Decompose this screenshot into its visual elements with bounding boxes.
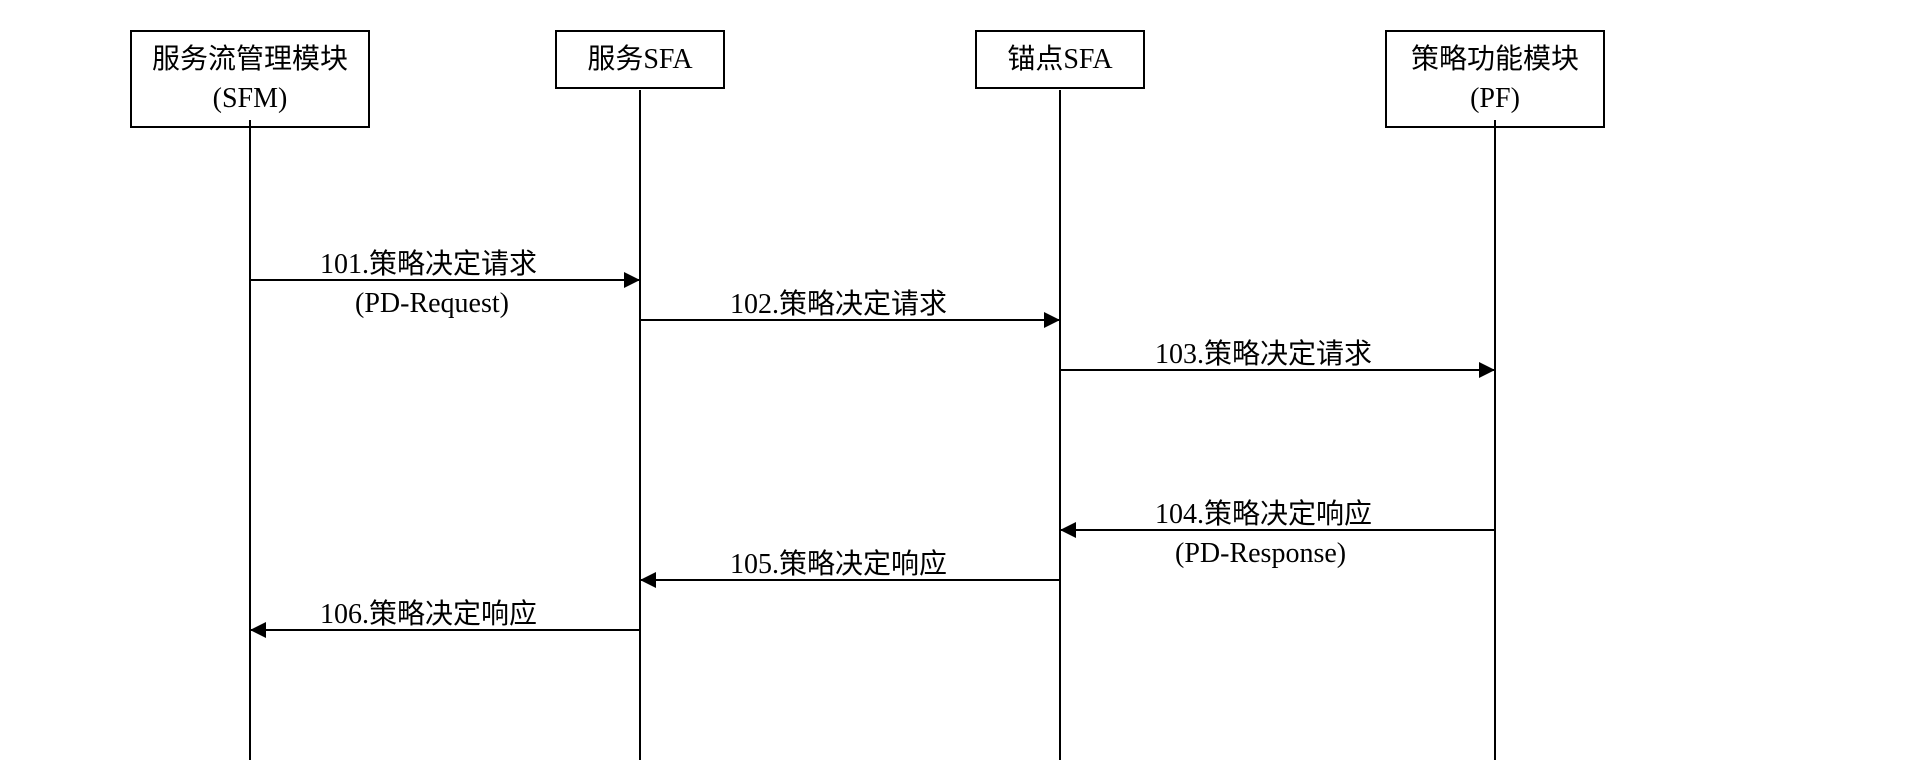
arrow-right-icon <box>624 272 640 288</box>
lifeline-title: 策略功能模块 <box>1403 40 1587 79</box>
arrow-left-icon <box>250 622 266 638</box>
lifeline-line-anchor-sfa <box>1059 90 1061 760</box>
arrow-left-icon <box>640 572 656 588</box>
lifeline-line-pf <box>1494 120 1496 760</box>
message-label: 103.策略决定请求 <box>1155 332 1372 372</box>
arrow-right-icon <box>1044 312 1060 328</box>
message-label: 105.策略决定响应 <box>730 542 947 582</box>
lifeline-subtitle: (PF) <box>1403 79 1587 118</box>
lifeline-line-sfm <box>249 120 251 760</box>
arrow-left-icon <box>1060 522 1076 538</box>
lifeline-line-service-sfa <box>639 90 641 760</box>
lifeline-title: 服务流管理模块 <box>148 40 352 79</box>
lifeline-box-service-sfa: 服务SFA <box>555 30 725 89</box>
lifeline-title: 服务SFA <box>573 40 707 79</box>
message-label: 101.策略决定请求 <box>320 242 537 282</box>
lifeline-title: 锚点SFA <box>993 40 1127 79</box>
message-sublabel: (PD-Response) <box>1175 538 1346 570</box>
lifeline-box-pf: 策略功能模块(PF) <box>1385 30 1605 128</box>
message-sublabel: (PD-Request) <box>355 288 509 320</box>
message-label: 106.策略决定响应 <box>320 592 537 632</box>
message-label: 102.策略决定请求 <box>730 282 947 322</box>
lifeline-subtitle: (SFM) <box>148 79 352 118</box>
lifeline-box-anchor-sfa: 锚点SFA <box>975 30 1145 89</box>
lifeline-box-sfm: 服务流管理模块(SFM) <box>130 30 370 128</box>
message-label: 104.策略决定响应 <box>1155 492 1372 532</box>
arrow-right-icon <box>1479 362 1495 378</box>
